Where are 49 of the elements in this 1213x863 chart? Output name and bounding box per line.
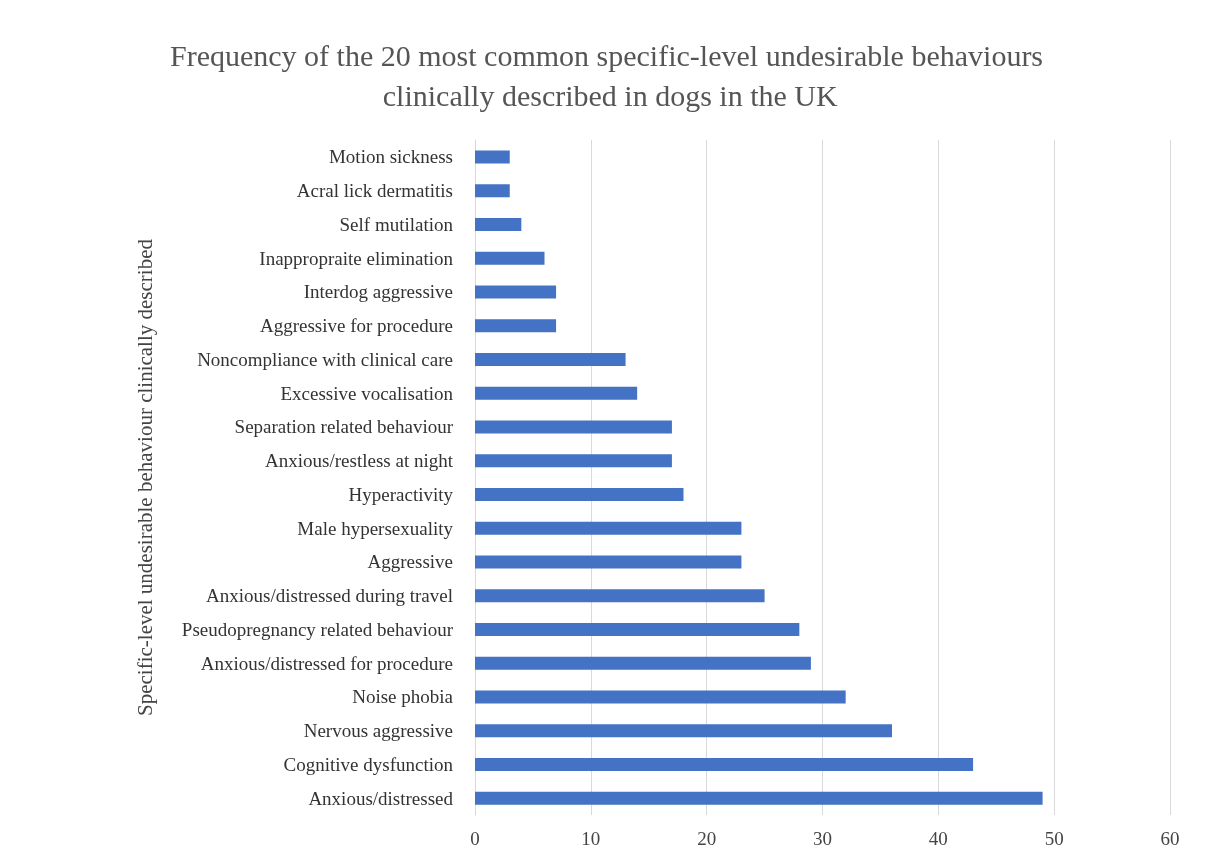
- bar: [475, 791, 1043, 805]
- bar: [475, 724, 892, 738]
- x-tick-label: 60: [1160, 828, 1180, 849]
- x-tick-label: 30: [813, 828, 832, 849]
- y-tick-label: Anxious/distressed: [308, 787, 454, 809]
- y-tick-label: Anxious/restless at night: [265, 450, 454, 472]
- bar: [475, 251, 545, 265]
- y-tick-label: Self mutilation: [339, 213, 454, 235]
- y-tick-label: Anxious/distressed for procedure: [200, 652, 453, 674]
- y-tick-label: Interdog aggressive: [303, 281, 453, 303]
- y-tick-label: Aggressive: [367, 551, 453, 573]
- y-tick-label: Aggressive for procedure: [259, 315, 453, 337]
- x-tick-label: 0: [470, 828, 480, 849]
- bar: [475, 184, 510, 198]
- y-tick-label: Separation related behaviour: [234, 416, 454, 438]
- bar: [475, 150, 510, 164]
- bar: [475, 487, 684, 501]
- bar: [475, 622, 800, 636]
- x-tick-label: 40: [928, 828, 948, 849]
- bar: [475, 386, 638, 400]
- y-tick-label: Nervous aggressive: [303, 720, 453, 742]
- y-tick-label: Motion sickness: [328, 146, 453, 168]
- y-tick-label: Inappropraite elimination: [259, 247, 454, 269]
- chart-title: Frequency of the 20 most common specific-level undesirable behaviours clinically described in dogs in the UK: [169, 38, 1044, 112]
- bar: [475, 757, 974, 771]
- bar: [475, 589, 765, 603]
- bar: [475, 285, 557, 299]
- y-tick-label: Cognitive dysfunction: [283, 753, 454, 775]
- y-tick-label: Excessive vocalisation: [280, 382, 454, 404]
- bar: [475, 420, 672, 434]
- y-tick-label: Noncompliance with clinical care: [197, 348, 453, 370]
- y-tick-label: Hyperactivity: [348, 483, 454, 505]
- bar: [475, 521, 742, 535]
- bar: [475, 555, 742, 569]
- y-tick-label: Pseudopregnancy related behaviour: [181, 618, 454, 640]
- y-axis-title: Specific-level undesirable behaviour clinically described: [132, 238, 157, 716]
- x-tick-label: 50: [1044, 828, 1064, 849]
- y-tick-label: Acral lick dermatitis: [296, 180, 453, 202]
- bar: [475, 690, 846, 704]
- y-tick-label: Anxious/distressed during travel: [206, 585, 453, 607]
- y-tick-label: Male hypersexuality: [297, 517, 454, 539]
- bar: [475, 656, 811, 670]
- bar: [475, 217, 522, 231]
- bar: [475, 319, 557, 333]
- y-tick-label: Noise phobia: [352, 686, 454, 708]
- bar: [475, 352, 626, 366]
- x-tick-label: 20: [697, 828, 717, 849]
- bar: [475, 454, 672, 468]
- x-tick-label: 10: [581, 828, 601, 849]
